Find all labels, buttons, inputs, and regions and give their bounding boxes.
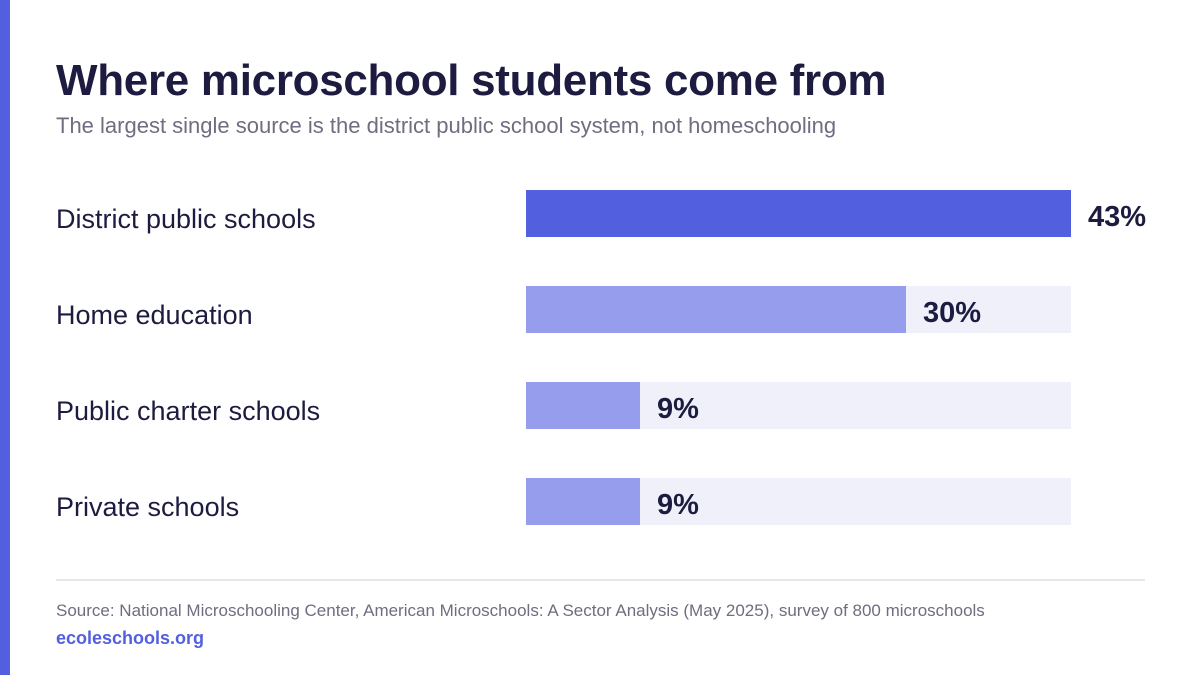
value-label-private-schools: 9% [657,489,699,521]
bar-track-district-public-schools [526,190,1071,237]
bar-row-home-education: Home education 30% [0,286,1200,334]
category-label-private-schools: Private schools [56,492,240,522]
bar-public-charter-schools [526,382,640,429]
bar-row-district-public-schools: District public schools 43% [0,190,1200,238]
chart-title: Where microschool students come from [56,56,887,105]
bar-district-public-schools [526,190,1071,237]
category-label-public-charter-schools: Public charter schools [56,396,321,426]
source-note: Source: National Microschooling Center, … [56,601,985,620]
value-label-home-education: 30% [923,297,982,329]
category-label-district-public-schools: District public schools [56,204,316,234]
bar-home-education [526,286,906,333]
bar-track-private-schools [526,478,1071,525]
bar-private-schools [526,478,640,525]
bar-row-private-schools: Private schools 9% [0,478,1200,526]
value-label-district-public-schools: 43% [1088,201,1147,233]
value-label-public-charter-schools: 9% [657,393,699,425]
bar-track-home-education [526,286,1071,333]
category-label-home-education: Home education [56,300,253,330]
bar-row-public-charter-schools: Public charter schools 9% [0,382,1200,430]
chart-subtitle: The largest single source is the distric… [56,113,837,138]
footer-divider [56,579,1145,581]
accent-bar [0,0,10,675]
bar-track-public-charter-schools [526,382,1071,429]
site-link[interactable]: ecoleschools.org [56,628,205,648]
